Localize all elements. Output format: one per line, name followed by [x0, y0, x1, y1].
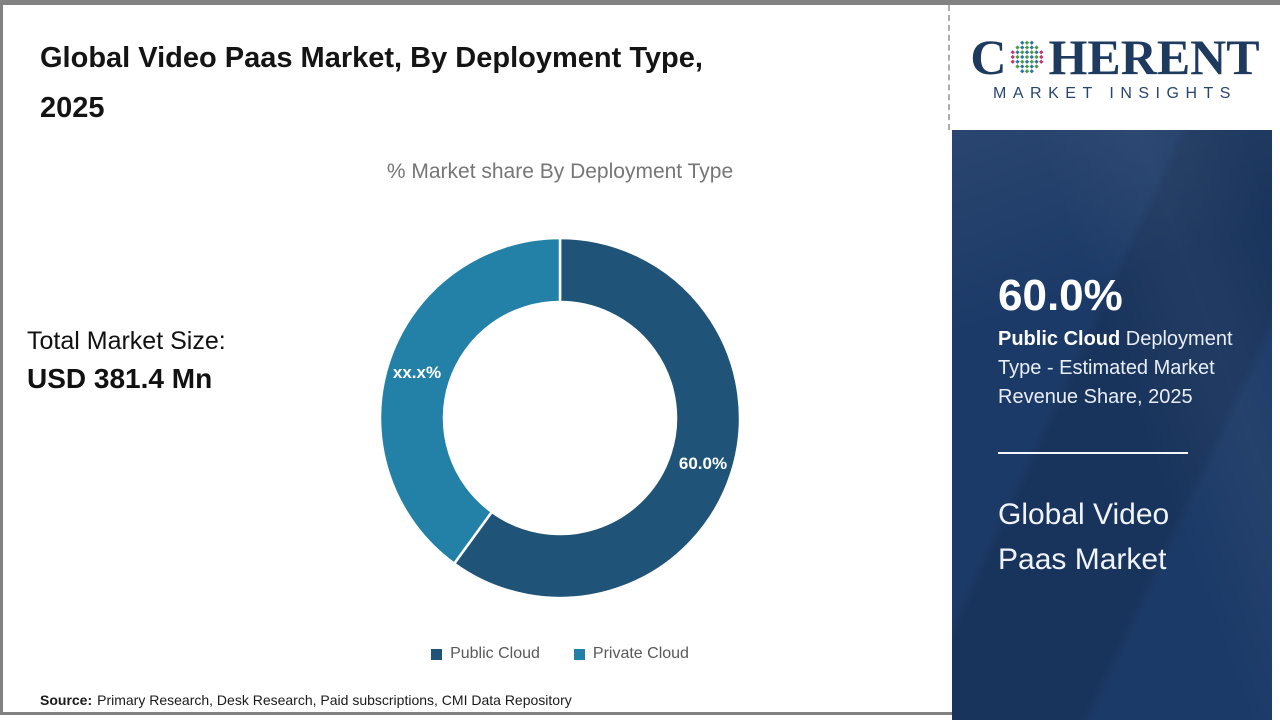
legend-item-public-cloud: Public Cloud [431, 645, 540, 663]
legend-label-public-cloud: Public Cloud [450, 645, 540, 662]
highlight-sidebar: 60.0% Public Cloud Deployment Type - Est… [952, 130, 1272, 720]
legend-label-private-cloud: Private Cloud [592, 645, 689, 662]
brand-logo: C [948, 5, 1280, 130]
sidebar-stat-description: Public Cloud Deployment Type - Estimated… [998, 325, 1256, 412]
page-title: Global Video Paas Market, By Deployment … [40, 33, 920, 133]
sidebar-divider [998, 452, 1188, 454]
slice-label-private-cloud: xx.x% [393, 363, 441, 382]
page-title-line2: 2025 [40, 92, 105, 124]
total-market-value: USD 381.4 Mn [27, 363, 213, 394]
donut-chart: 60.0% xx.x% [370, 228, 750, 608]
page-title-line1: Global Video Paas Market, By Deployment … [40, 42, 703, 74]
sidebar-market-name: Global Video Paas Market [998, 498, 1170, 576]
legend-swatch-public-cloud-icon [431, 648, 443, 660]
brand-wordmark: C [970, 32, 1259, 82]
slice-private-cloud [378, 236, 562, 565]
bottom-border [0, 712, 952, 715]
brand-tagline: MARKET INSIGHTS [993, 85, 1237, 102]
total-market-label: Total Market Size: [27, 327, 226, 355]
top-border [0, 0, 1280, 5]
source-label: Source: [40, 692, 93, 708]
chart-title: % Market share By Deployment Type [386, 160, 734, 183]
globe-icon [1011, 40, 1044, 74]
slice-label-public-cloud: 60.0% [679, 454, 727, 473]
chart-legend: Public Cloud Private Cloud [160, 645, 960, 663]
legend-swatch-private-cloud-icon [573, 648, 585, 660]
brand-letter-c: C [970, 29, 1007, 85]
donut-chart-svg: 60.0% xx.x% [378, 236, 742, 600]
sidebar-stat-bold: Public Cloud [998, 328, 1121, 350]
brand-letters-herent: HERENT [1048, 29, 1260, 85]
left-border [0, 0, 3, 715]
sidebar-stat-text: Deployment Type - Estimated Market Reven… [998, 328, 1233, 408]
source-line: Source: Primary Research, Desk Research, … [40, 692, 572, 708]
legend-item-private-cloud: Private Cloud [573, 645, 689, 663]
source-text: Primary Research, Desk Research, Paid su… [97, 692, 572, 708]
sidebar-stat-value: 60.0% [998, 271, 1123, 320]
slice-public-cloud [452, 236, 742, 600]
total-market-size: Total Market Size: USD 381.4 Mn [27, 323, 226, 399]
